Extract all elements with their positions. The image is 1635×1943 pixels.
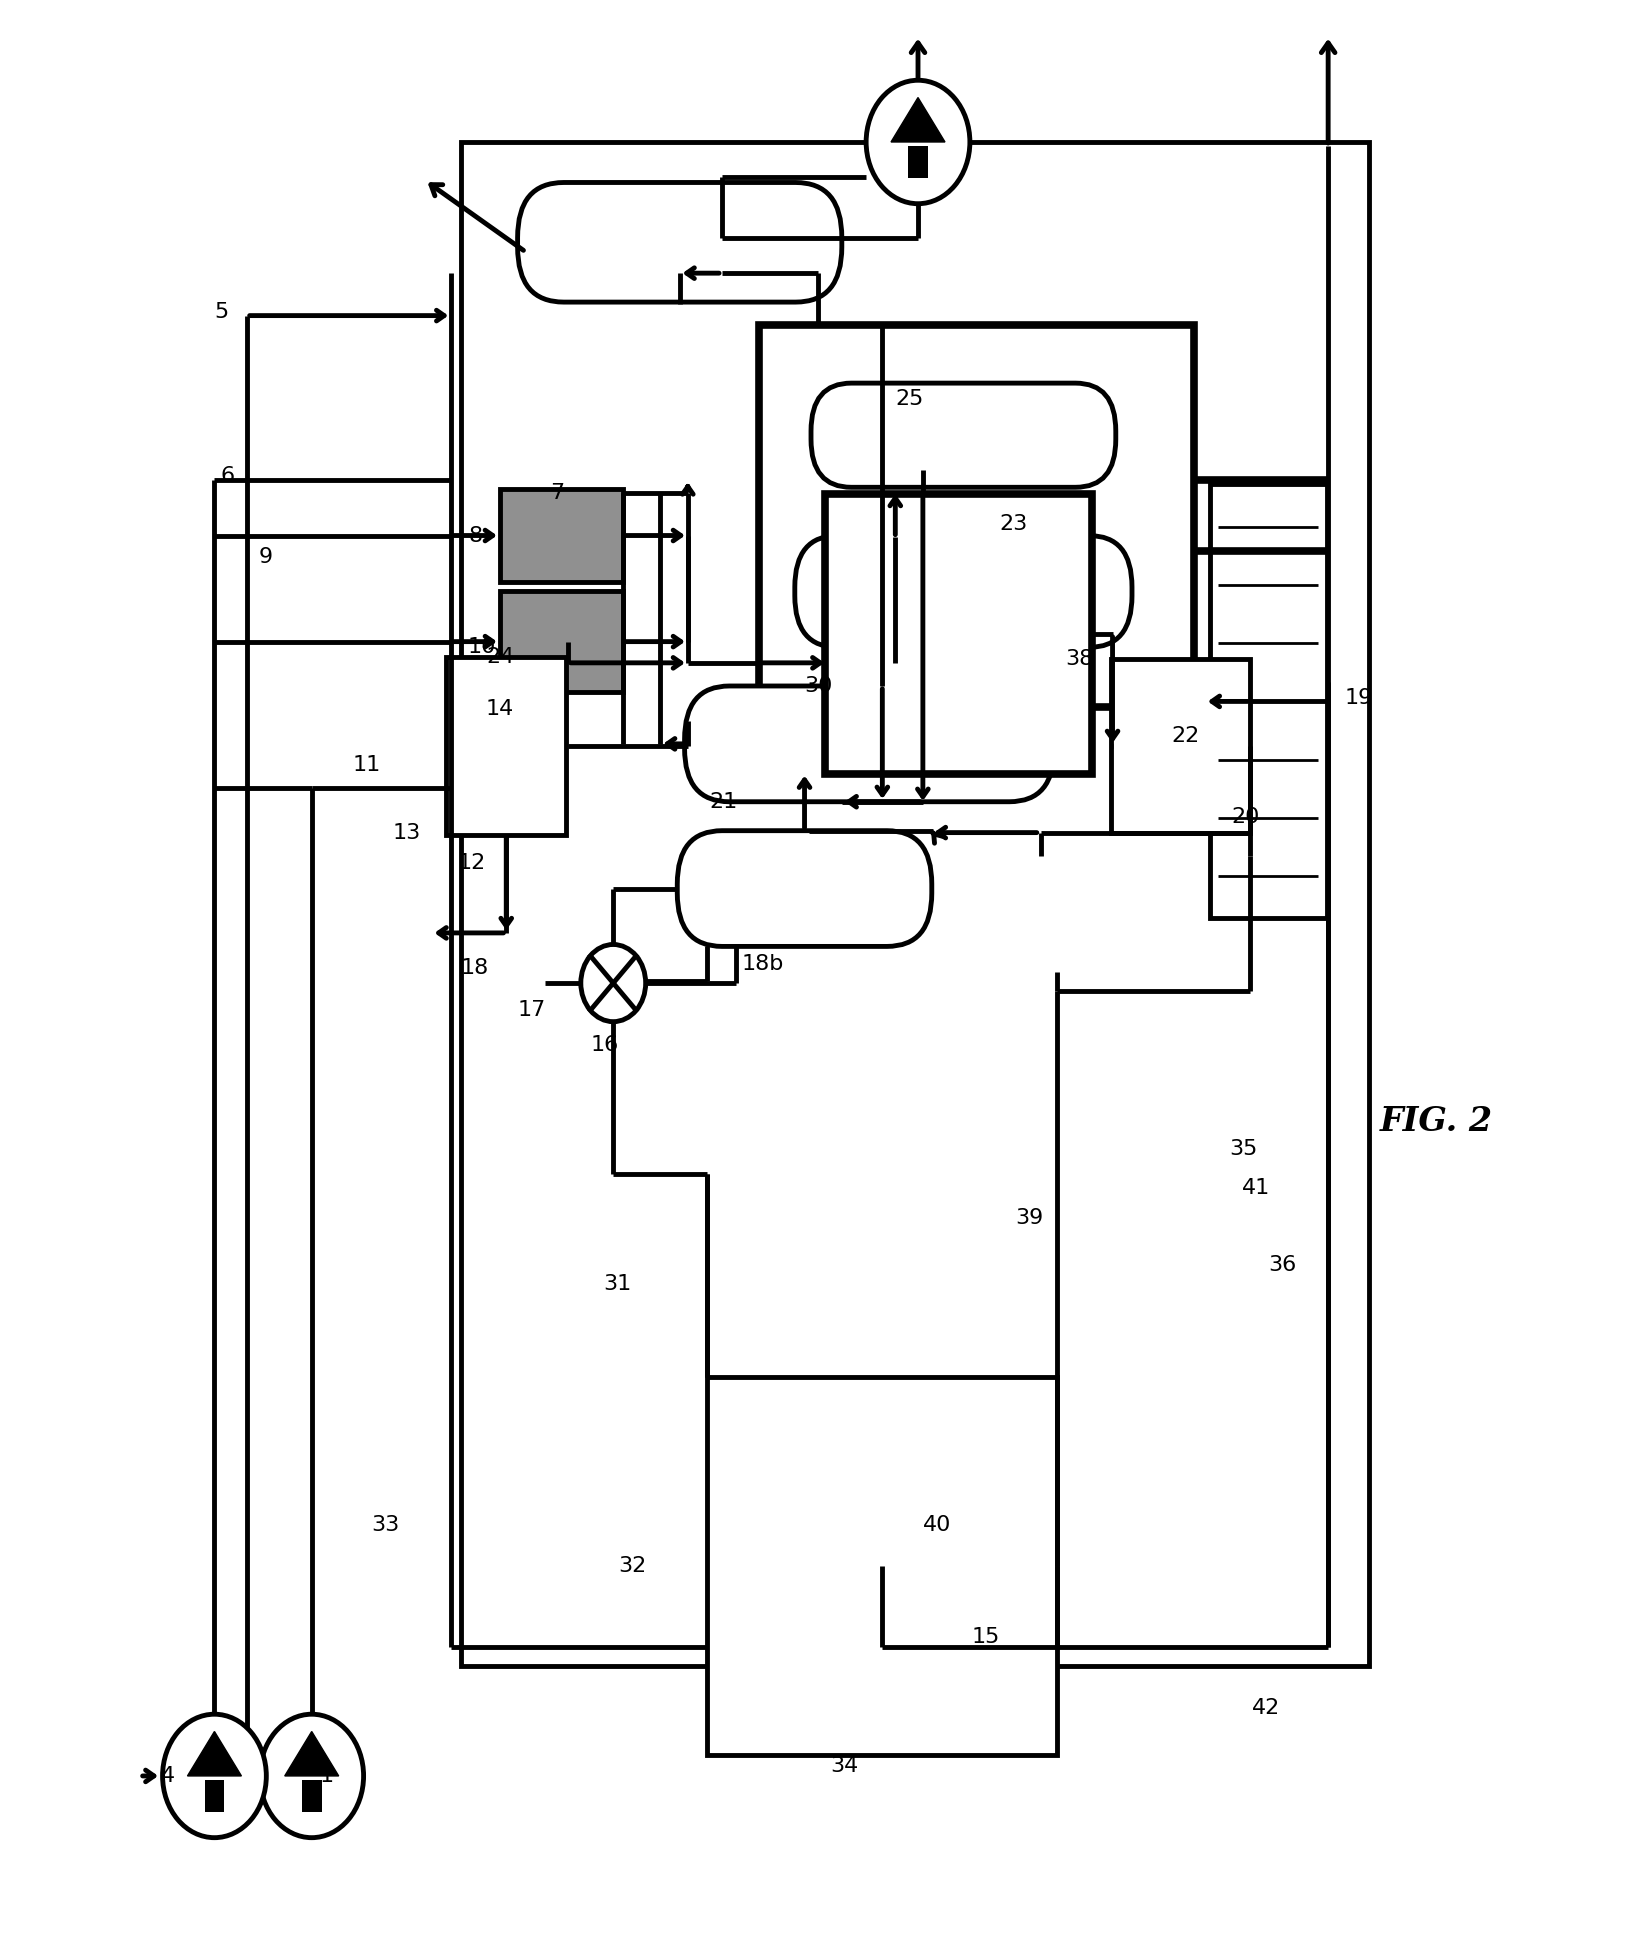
- Polygon shape: [891, 97, 945, 142]
- Text: 30: 30: [804, 676, 832, 696]
- Text: 33: 33: [371, 1516, 401, 1535]
- Polygon shape: [284, 1731, 338, 1776]
- Text: 10: 10: [468, 637, 495, 657]
- Circle shape: [162, 1714, 267, 1838]
- Text: 16: 16: [590, 1036, 618, 1055]
- Circle shape: [867, 80, 970, 204]
- Text: 39: 39: [1015, 1209, 1043, 1228]
- Text: 7: 7: [549, 484, 564, 503]
- Text: 18: 18: [461, 958, 489, 977]
- Text: 20: 20: [1231, 806, 1259, 828]
- Text: 25: 25: [896, 389, 924, 408]
- Text: 41: 41: [1243, 1177, 1270, 1197]
- Text: 23: 23: [999, 515, 1027, 534]
- Text: 31: 31: [603, 1275, 631, 1294]
- Text: 6: 6: [221, 466, 235, 486]
- Text: 9: 9: [258, 546, 273, 567]
- FancyBboxPatch shape: [795, 536, 1131, 647]
- Text: 5: 5: [214, 301, 229, 323]
- Text: 21: 21: [710, 791, 737, 812]
- FancyBboxPatch shape: [518, 183, 842, 301]
- Text: 17: 17: [518, 1001, 546, 1020]
- FancyBboxPatch shape: [811, 383, 1115, 488]
- Text: 13: 13: [392, 822, 422, 843]
- Text: 14: 14: [486, 699, 513, 719]
- Text: 36: 36: [1269, 1255, 1297, 1275]
- Bar: [759, 324, 1194, 707]
- Text: 34: 34: [831, 1756, 858, 1776]
- Text: 32: 32: [618, 1556, 646, 1576]
- FancyBboxPatch shape: [685, 686, 1055, 802]
- Text: 19: 19: [1344, 688, 1373, 707]
- Text: 11: 11: [352, 756, 381, 775]
- Text: 18b: 18b: [741, 954, 783, 973]
- Circle shape: [580, 944, 646, 1022]
- Text: 4: 4: [160, 1766, 175, 1786]
- Text: 8: 8: [469, 525, 482, 546]
- Text: 35: 35: [1230, 1139, 1257, 1158]
- Text: 15: 15: [971, 1626, 1001, 1648]
- Text: 42: 42: [1252, 1698, 1280, 1718]
- Bar: [824, 494, 1092, 773]
- Bar: [500, 591, 623, 692]
- Bar: [500, 490, 623, 581]
- Bar: [204, 1780, 224, 1811]
- Bar: [708, 1376, 1058, 1755]
- Bar: [302, 1780, 322, 1811]
- FancyBboxPatch shape: [677, 832, 932, 946]
- Text: 1: 1: [320, 1766, 334, 1786]
- Polygon shape: [188, 1731, 242, 1776]
- Text: FIG. 2: FIG. 2: [1380, 1106, 1493, 1139]
- Text: 40: 40: [922, 1516, 952, 1535]
- Circle shape: [260, 1714, 363, 1838]
- Bar: [461, 142, 1368, 1665]
- Text: 22: 22: [1171, 727, 1198, 746]
- Text: 24: 24: [487, 647, 515, 666]
- Bar: [446, 657, 566, 835]
- Bar: [1210, 484, 1326, 919]
- Text: 12: 12: [458, 853, 486, 874]
- Bar: [1110, 659, 1251, 834]
- Text: 38: 38: [1066, 649, 1094, 668]
- Bar: [907, 146, 929, 179]
